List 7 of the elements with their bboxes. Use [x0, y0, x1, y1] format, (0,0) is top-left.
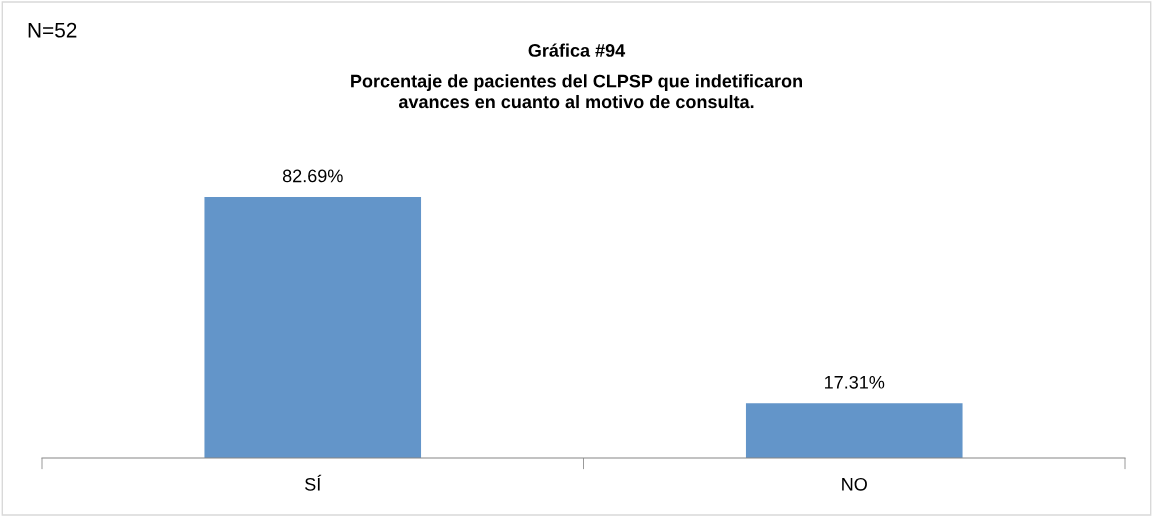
data-label: 82.69%	[282, 169, 343, 183]
x-tick-label: SÍ	[305, 474, 322, 491]
text: N=52	[28, 22, 77, 38]
chart-title: Gráfica #94	[528, 43, 626, 57]
x-tick-label: NO	[842, 477, 867, 491]
chart-subtitle: Porcentaje de pacientes del CLPSP que indetificaron avances en cuanto al motivo de consulta.	[351, 74, 802, 109]
data-label: 17.31%	[825, 375, 885, 389]
